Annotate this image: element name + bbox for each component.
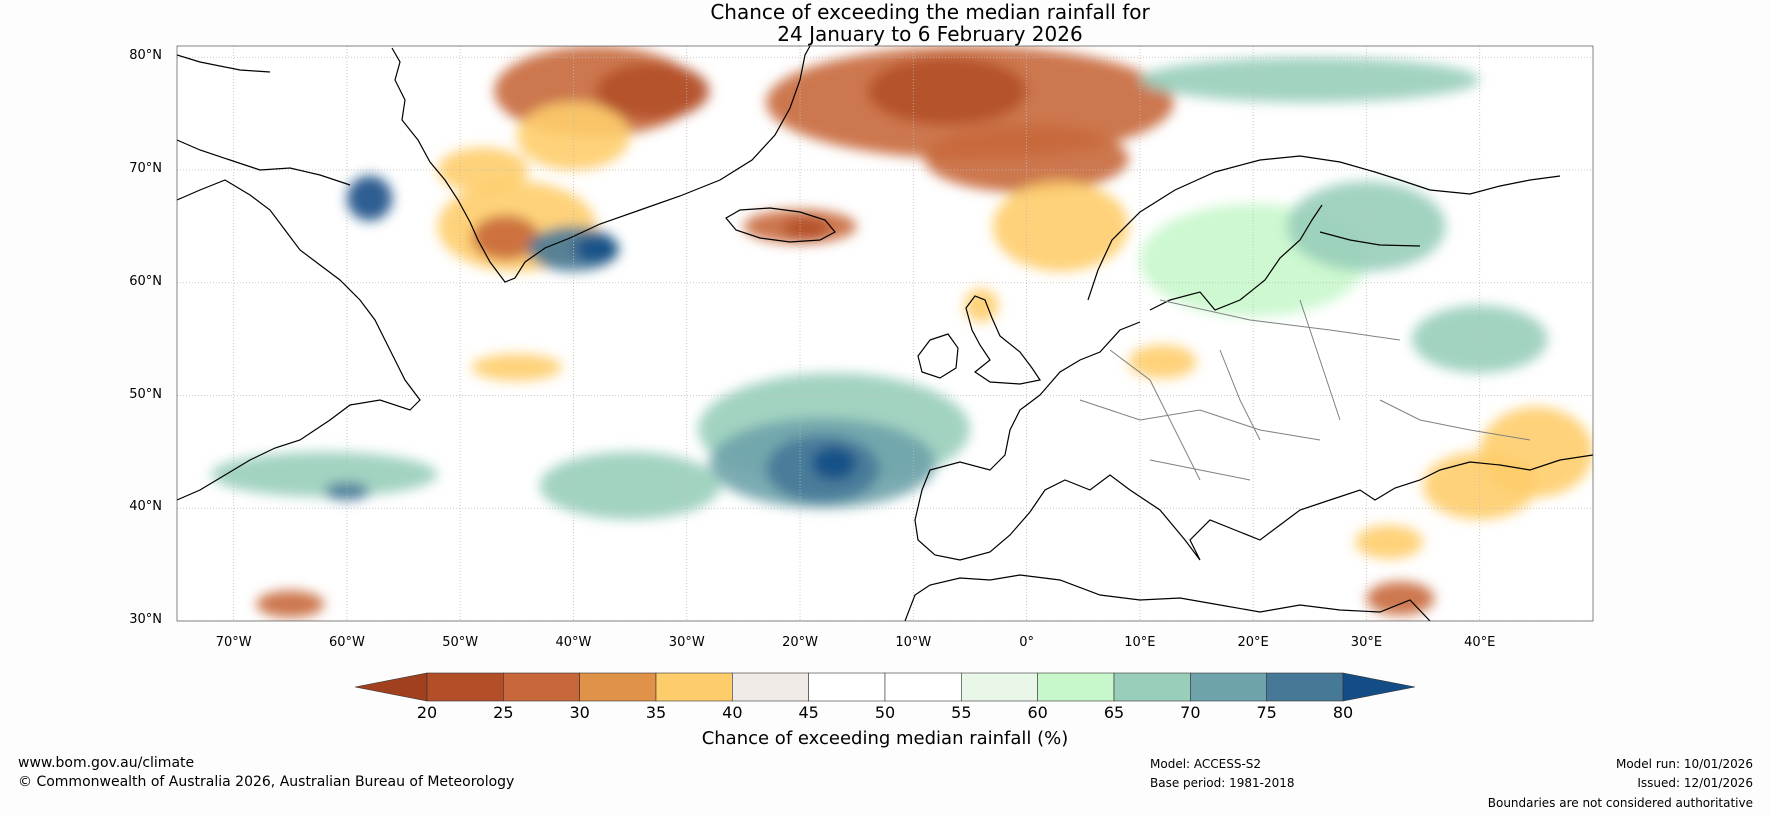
longitude-label: 30°E <box>1350 635 1383 650</box>
europe-coast <box>914 321 1593 561</box>
latitude-label: 70°N <box>129 161 162 177</box>
footer-model: Model: ACCESS-S2 <box>1150 757 1262 771</box>
anomaly-region <box>868 57 1027 125</box>
colorbar-extend-high <box>1342 672 1416 702</box>
africa-coast <box>904 574 1431 621</box>
latitude-label: 40°N <box>129 499 162 515</box>
map-frame <box>176 45 1594 622</box>
colorbar-segment <box>503 672 580 702</box>
coastlines <box>177 46 1593 621</box>
colorbar-segment <box>808 672 886 702</box>
colorbar-segment <box>1190 672 1267 702</box>
anomaly-region <box>210 451 438 497</box>
map-title-line2: 24 January to 6 February 2026 <box>777 22 1083 46</box>
colorbar <box>354 672 1416 702</box>
anomaly-region <box>811 446 857 481</box>
anomaly-region <box>471 215 540 261</box>
colorbar-segment <box>426 672 504 702</box>
footer-base-period: Base period: 1981-2018 <box>1150 776 1295 790</box>
iceland-coast <box>725 207 836 243</box>
colorbar-tick-label: 30 <box>569 703 590 722</box>
colorbar-tick-label: 55 <box>951 703 972 722</box>
ireland-coast <box>917 333 959 379</box>
colorbar-tick-label: 70 <box>1180 703 1201 722</box>
longitude-label: 20°W <box>782 635 818 650</box>
colorbar-segment <box>579 672 657 702</box>
canada-arctic-coast <box>177 54 351 186</box>
colorbar-tick-label: 35 <box>645 703 667 722</box>
anomaly-region <box>1355 525 1424 559</box>
colorbar-tick-label: 45 <box>798 703 819 722</box>
anomaly-region <box>539 451 721 520</box>
footer-copyright: © Commonwealth of Australia 2026, Austra… <box>18 774 515 790</box>
longitude-label: 10°W <box>895 635 932 650</box>
colorbar-tick-label: 50 <box>874 703 896 722</box>
longitude-label: 0° <box>1019 635 1034 650</box>
scandinavia-coast <box>1087 155 1561 311</box>
anomaly-region <box>256 590 325 618</box>
country-borders <box>1079 299 1531 481</box>
anomaly-region <box>992 181 1129 272</box>
great-britain-coast <box>965 295 1041 385</box>
anomaly-region <box>596 62 710 120</box>
colorbar-tick-label: 80 <box>1332 703 1354 722</box>
colorbar-tick-label: 60 <box>1027 703 1048 722</box>
europe-borders <box>1079 299 1531 481</box>
anomaly-region <box>924 124 1129 193</box>
anomaly-region <box>437 147 529 193</box>
anomaly-region <box>1139 57 1480 103</box>
anomaly-region <box>1411 305 1548 373</box>
latitude-label: 30°N <box>129 612 162 627</box>
map-title-line1: Chance of exceeding the median rainfall … <box>710 0 1150 24</box>
graticule <box>177 46 1593 621</box>
anomaly-region <box>471 353 563 381</box>
longitude-label: 60°W <box>328 635 365 650</box>
colorbar-segment <box>1037 672 1115 702</box>
longitude-label: 70°W <box>215 635 252 650</box>
anomaly-region <box>1128 344 1197 379</box>
colorbar-extend-low <box>354 672 428 702</box>
colorbar-tick-label: 40 <box>722 703 743 722</box>
longitude-label: 40°W <box>555 635 592 650</box>
anomaly-region <box>783 217 829 240</box>
longitude-label: 40°E <box>1464 635 1496 650</box>
longitude-label: 50°W <box>442 635 479 650</box>
colorbar-tick-label: 65 <box>1103 703 1125 722</box>
greenland-coast <box>391 46 811 283</box>
footer-issued: Issued: 12/01/2026 <box>1637 776 1753 790</box>
footer-model-run: Model run: 10/01/2026 <box>1615 757 1753 771</box>
anomaly-region <box>573 235 619 263</box>
anomaly-region <box>964 288 999 323</box>
longitude-label: 10°E <box>1124 635 1156 650</box>
footer-disclaimer: Boundaries are not considered authoritat… <box>1487 796 1753 810</box>
colorbar-segment <box>884 672 962 702</box>
north-america-coast <box>177 179 421 501</box>
colorbar-segment <box>1266 672 1344 702</box>
colorbar-tick-label: 75 <box>1256 703 1277 722</box>
colorbar-tick-label: 25 <box>493 703 514 722</box>
colorbar-segment <box>1113 672 1191 702</box>
anomaly-region <box>346 175 393 221</box>
longitude-label: 20°E <box>1237 635 1269 650</box>
longitude-label: 30°W <box>668 635 705 650</box>
latitude-label: 80°N <box>129 48 162 64</box>
colorbar-segment <box>732 672 809 702</box>
colorbar-tick-label: 20 <box>416 703 438 722</box>
footer-website[interactable]: www.bom.gov.au/climate <box>18 755 195 771</box>
colorbar-segment <box>655 672 733 702</box>
colorbar-segment <box>961 672 1038 702</box>
latitude-label: 60°N <box>129 273 162 289</box>
anomaly-region <box>1423 451 1537 520</box>
colorbar-label: Chance of exceeding median rainfall (%) <box>701 728 1069 749</box>
latitude-label: 50°N <box>129 386 162 402</box>
anomaly-region <box>324 482 370 501</box>
anomaly-region <box>1366 581 1435 616</box>
